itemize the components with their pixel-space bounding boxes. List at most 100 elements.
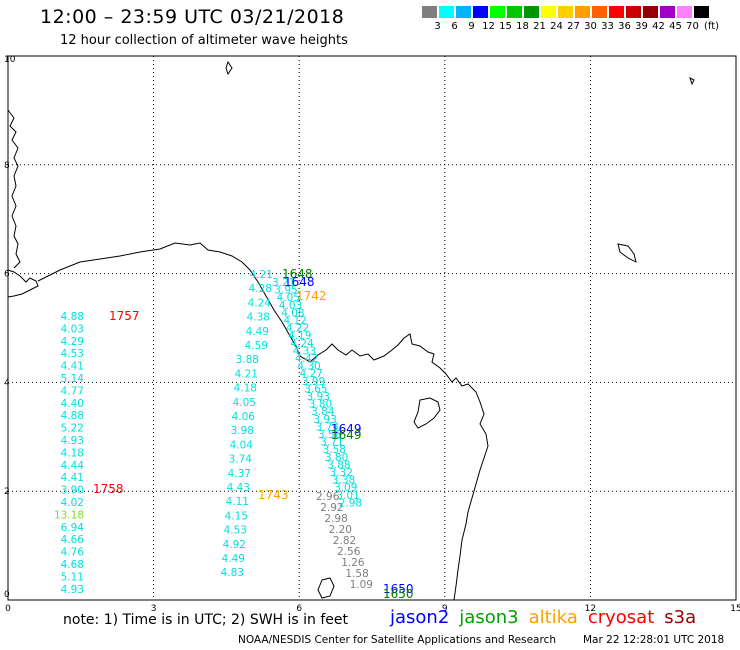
- wave-height-value: 4.41: [61, 361, 84, 373]
- colorbar-swatch: [523, 5, 540, 19]
- colorbar-swatch: [676, 5, 693, 19]
- wave-height-value: 3.99: [302, 376, 325, 388]
- wave-height-value: 4.06: [232, 411, 256, 423]
- wave-height-value: 3.21: [272, 277, 295, 289]
- note-text: note: 1) Time is in UTC; 2) SWH is in fe…: [63, 612, 349, 628]
- wave-height-value: 3.74: [316, 421, 340, 433]
- wave-height-value: 5.11: [61, 571, 84, 583]
- wave-height-value: 4.04: [230, 439, 254, 451]
- legend-item-jason3: jason3: [459, 607, 519, 628]
- colorbar-tick: 30: [584, 21, 597, 32]
- colorbar-tick: 24: [550, 21, 563, 32]
- wave-height-value: 2.98: [339, 497, 362, 509]
- colorbar-swatch: [557, 5, 574, 19]
- x-tick-label: 0: [5, 604, 11, 614]
- jason3-time-label: 1650: [383, 587, 414, 601]
- wave-height-value: 3.56: [318, 429, 342, 441]
- x-tick-label: 15: [730, 604, 740, 614]
- wave-height-value: 4.33: [293, 345, 316, 357]
- x-tick-label: 9: [442, 604, 448, 614]
- wave-height-value: 4.21: [235, 368, 258, 380]
- wave-height-value: 4.30: [297, 361, 320, 373]
- wave-height-value: 4.44: [61, 460, 85, 472]
- colorbar: [421, 5, 710, 19]
- wave-height-value: 4.93: [61, 435, 84, 447]
- colorbar-swatch: [608, 5, 625, 19]
- wave-height-value: 4.38: [247, 312, 270, 324]
- wave-height-value: 2.20: [329, 524, 352, 536]
- colorbar-tick: 33: [601, 21, 614, 32]
- x-tick-label: 12: [585, 604, 596, 614]
- colorbar-tick: 3: [434, 21, 441, 32]
- colorbar-tick: 21: [533, 21, 546, 32]
- jason3-time-label: 1649: [331, 428, 362, 442]
- wave-height-value: 3.88: [236, 354, 259, 366]
- colorbar-swatch: [455, 5, 472, 19]
- altika-time-label: 1742: [296, 289, 327, 303]
- colorbar-tick: 9: [468, 21, 475, 32]
- wave-height-value: 5.22: [61, 423, 84, 435]
- map-subtitle: 12 hour collection of altimeter wave hei…: [60, 33, 348, 48]
- wave-height-value: 4.76: [61, 547, 85, 559]
- wave-height-value: 4.88: [61, 311, 84, 323]
- legend-item-cryosat: cryosat: [587, 607, 655, 628]
- cryosat-time-label: 1757: [109, 309, 140, 323]
- legend-item-jason2: jason2: [390, 607, 450, 628]
- wave-height-value: 5.14: [61, 373, 85, 385]
- colorbar-swatch: [438, 5, 455, 19]
- colorbar-tick: 6: [451, 21, 458, 32]
- jason2-time-label: 1649: [331, 422, 362, 436]
- wave-height-value: 1.09: [350, 579, 373, 591]
- wave-height-value: 3.01: [336, 490, 359, 502]
- wave-height-value: 3.32: [330, 467, 353, 479]
- wave-height-value: 3.74: [229, 454, 253, 466]
- wave-height-value: 4.08: [281, 307, 304, 319]
- wave-height-value: 4.77: [61, 385, 84, 397]
- jason3-time-label: 1648: [282, 267, 313, 281]
- wave-height-value: 3.88: [327, 459, 350, 471]
- track-labels: 4.884.034.294.534.415.144.774.404.885.22…: [54, 267, 414, 601]
- wave-height-value: 4.21: [250, 269, 273, 281]
- wave-height-value: 2.98: [324, 513, 347, 525]
- satellite-legend: jason2 jason3 altika cryosat s3a: [390, 607, 696, 628]
- legend-item-altika: altika: [528, 607, 578, 628]
- wave-height-value: 4.53: [61, 348, 84, 360]
- wave-height-value: 4.28: [249, 283, 272, 295]
- colorbar-unit: (ft): [703, 21, 720, 32]
- wave-height-value: 4.11: [226, 496, 249, 508]
- wave-height-value: 4.29: [61, 336, 84, 348]
- colorbar-swatch: [489, 5, 506, 19]
- colorbar-swatch: [591, 5, 608, 19]
- wave-height-value: 1.26: [341, 557, 365, 569]
- colorbar-swatch: [421, 5, 438, 19]
- wave-height-value: 3.38: [332, 475, 355, 487]
- wave-height-value: 3.71: [320, 437, 343, 449]
- wave-height-value: 3.98: [231, 425, 254, 437]
- wave-height-value: 3.80: [325, 452, 348, 464]
- wave-height-value: 3.95: [274, 285, 297, 297]
- wave-height-value: 13.18: [54, 509, 84, 521]
- colorbar-tick: 39: [635, 21, 648, 32]
- y-tick-label: 6: [4, 270, 10, 280]
- wave-height-value: 3.65: [304, 383, 327, 395]
- colorbar-tick: 42: [652, 21, 665, 32]
- colorbar-swatch: [574, 5, 591, 19]
- colorbar-tick: 12: [482, 21, 495, 32]
- map-title: 12:00 – 23:59 UTC 03/21/2018: [40, 6, 345, 28]
- wave-height-value: 4.88: [61, 410, 84, 422]
- wave-height-value: 4.12: [284, 315, 307, 327]
- colorbar-swatch: [659, 5, 676, 19]
- wave-height-value: 4.24: [290, 338, 314, 350]
- y-tick-label: 4: [4, 378, 10, 388]
- wave-height-value: 4.05: [233, 397, 256, 409]
- wave-height-value: 2.96: [316, 491, 340, 503]
- y-tick-label: 2: [4, 487, 10, 497]
- wave-height-value: 4.53: [224, 525, 247, 537]
- map-grid: [8, 56, 736, 600]
- wave-height-value: 4.41: [61, 472, 84, 484]
- wave-height-value: 4.42: [295, 353, 318, 365]
- wave-height-value: 2.92: [320, 502, 343, 514]
- colorbar-tick: 36: [618, 21, 631, 32]
- wave-height-value: 4.92: [223, 539, 246, 551]
